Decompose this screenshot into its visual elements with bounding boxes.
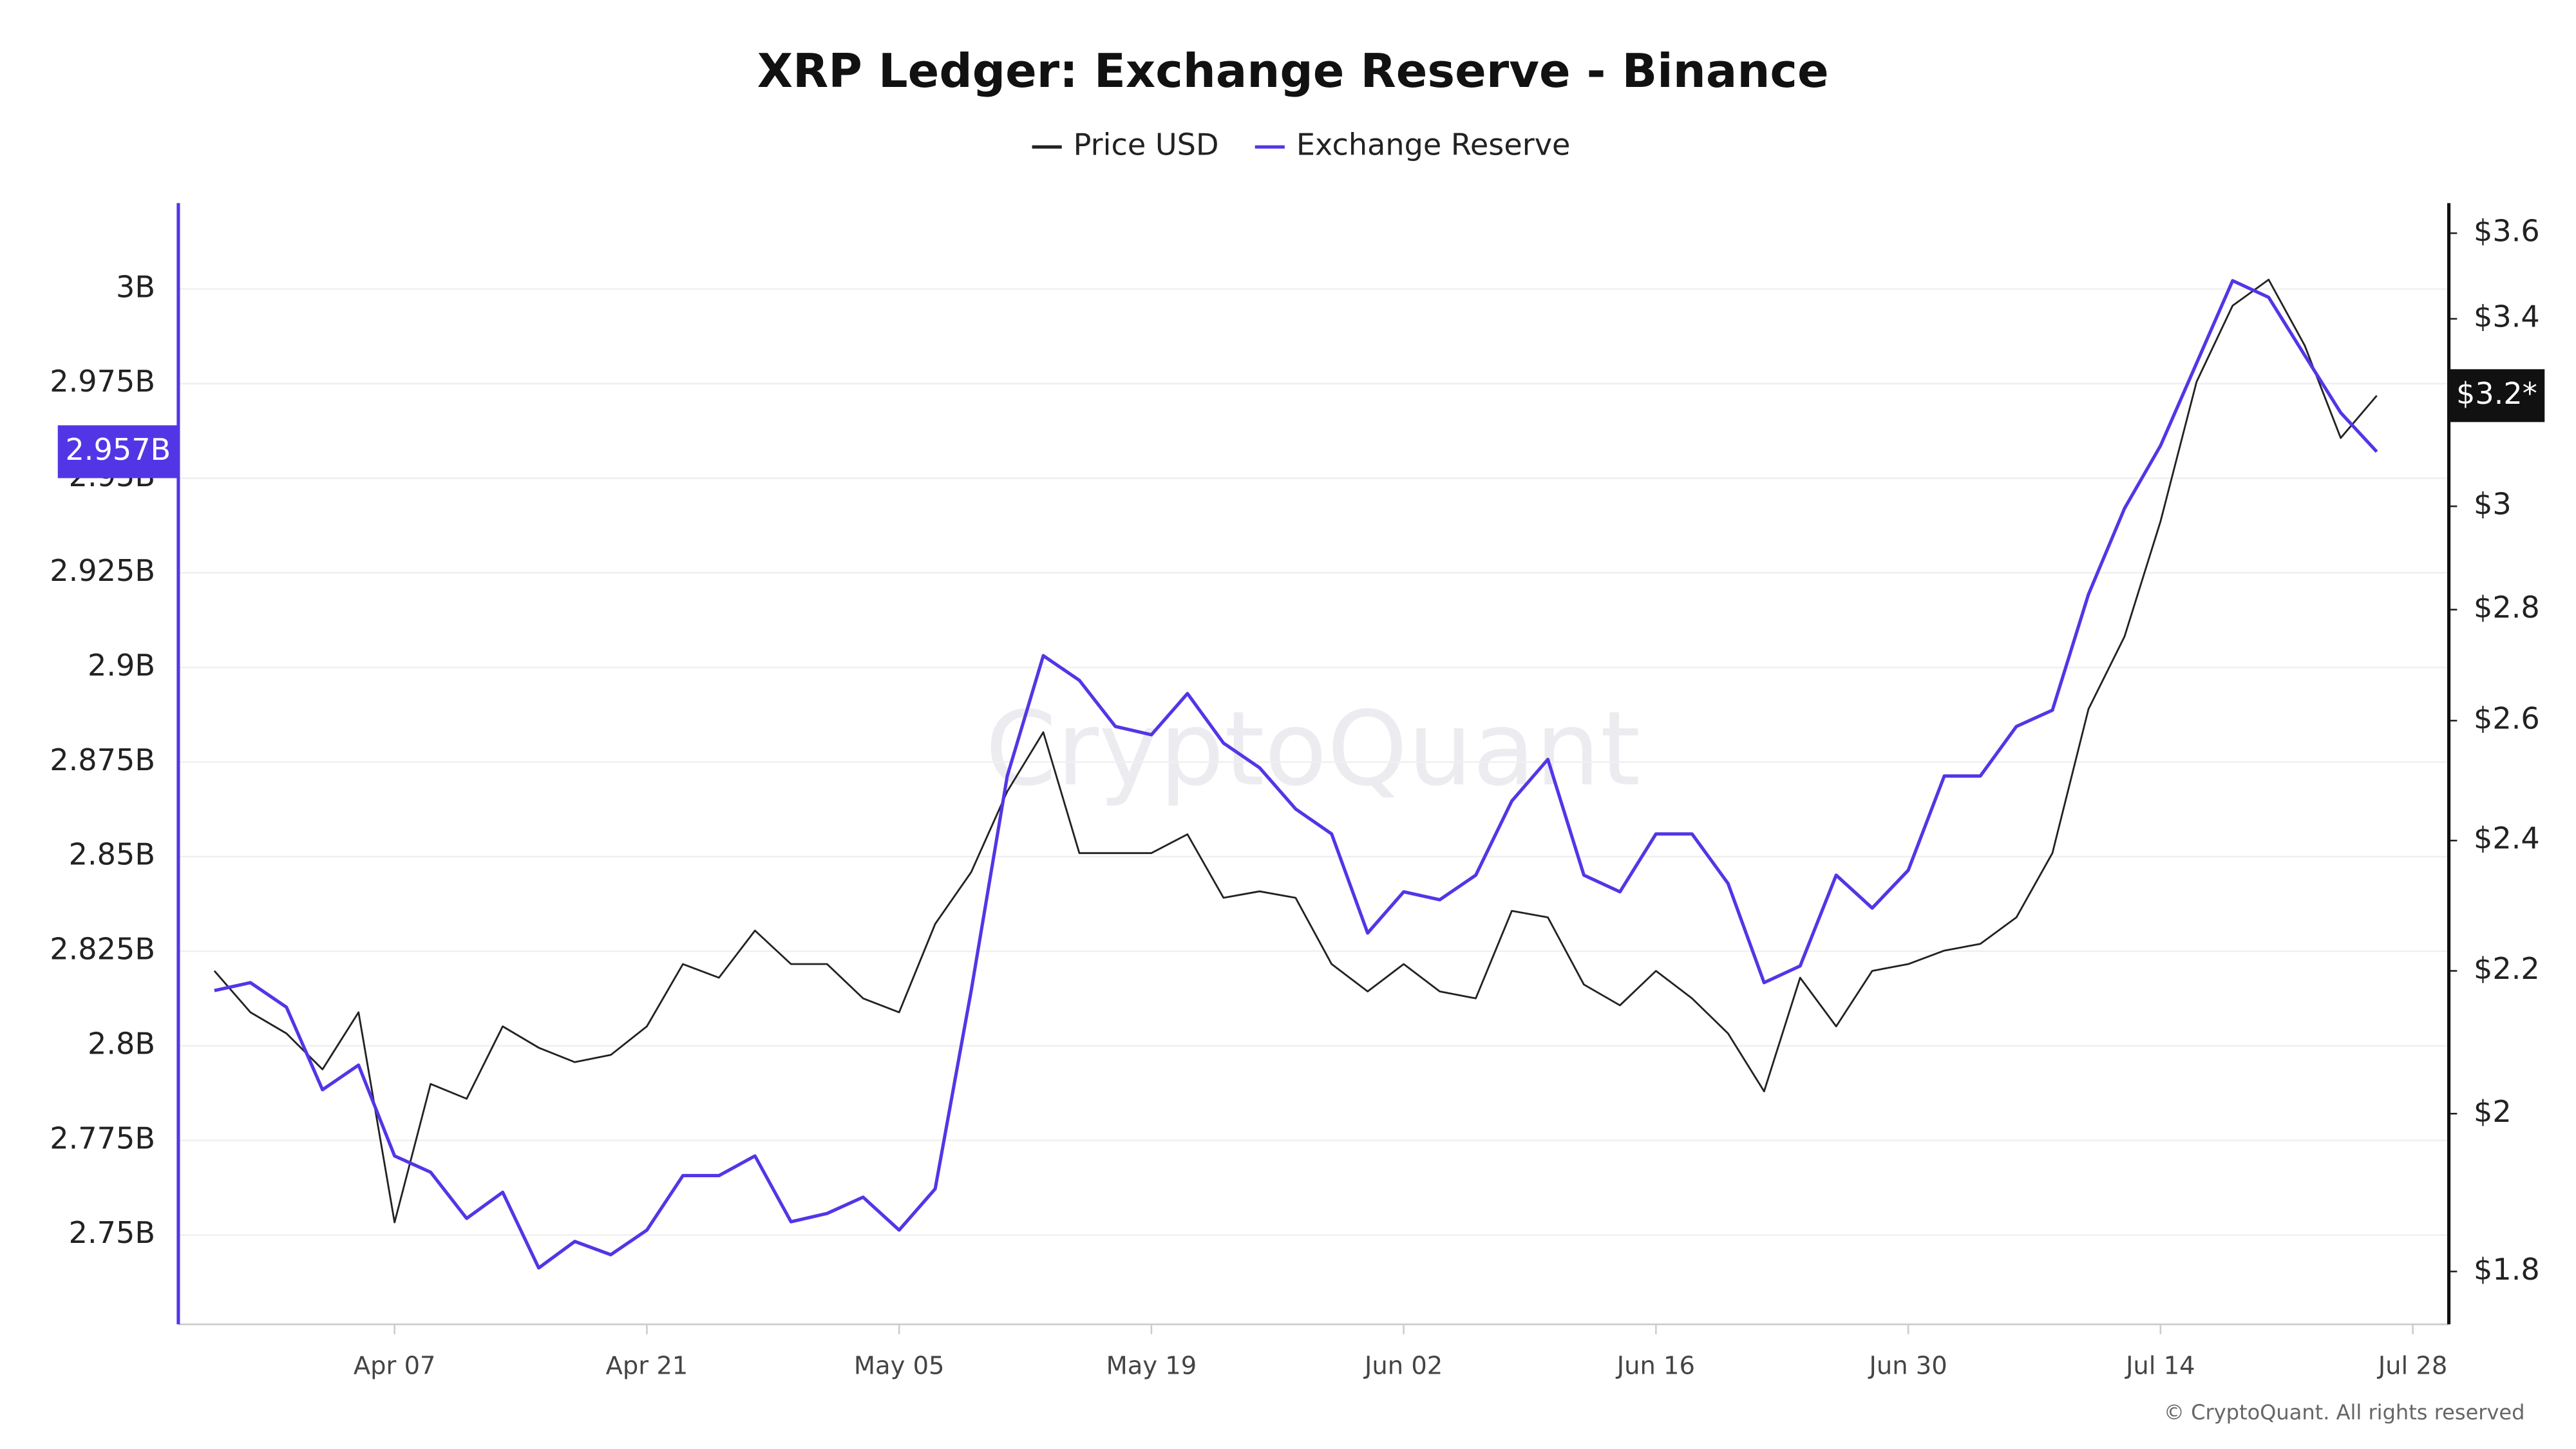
y-tick-label: 2.75B [69, 1215, 155, 1250]
x-tick-label: Apr 07 [354, 1352, 436, 1381]
current-badge [2448, 369, 2545, 422]
y2-tick-label: $1.8 [2474, 1252, 2540, 1287]
current-label: 2.957B [65, 432, 171, 467]
y2-tick-label: $2.8 [2474, 590, 2540, 625]
current-badge [57, 425, 178, 478]
legend-label: Exchange Reserve [1296, 128, 1571, 162]
y2-tick-label: $2.4 [2474, 821, 2540, 856]
y2-tick-label: $3.4 [2474, 299, 2540, 334]
y-tick-label: 2.875B [50, 743, 155, 777]
y-tick-label: 2.925B [50, 553, 155, 588]
series-line [214, 279, 2378, 1270]
chart-title: XRP Ledger: Exchange Reserve - Binance [757, 44, 1829, 98]
watermark: CryptoQuant [985, 690, 1640, 809]
x-tick-label: Jun 16 [1616, 1352, 1695, 1381]
x-tick-label: Jul 14 [2125, 1352, 2195, 1381]
series-line [213, 278, 2378, 1224]
y-tick-label: 2.775B [50, 1121, 155, 1155]
y2-tick-label: $2 [2474, 1094, 2512, 1129]
x-tick-label: Jul 28 [2377, 1352, 2448, 1381]
y2-tick-label: $2.6 [2474, 701, 2540, 736]
y-tick-label: 2.825B [50, 932, 155, 967]
y-tick-label: 3B [116, 269, 155, 304]
copyright: © CryptoQuant. All rights reserved [2164, 1400, 2525, 1425]
current-label: $3.2* [2456, 376, 2537, 411]
x-tick-label: May 19 [1106, 1352, 1197, 1381]
y2-tick-label: $3.6 [2474, 214, 2540, 249]
x-tick-label: Apr 21 [606, 1352, 688, 1381]
y-tick-label: 2.85B [69, 837, 155, 872]
x-tick-label: Jun 30 [1868, 1352, 1947, 1381]
y-tick-label: 2.975B [50, 364, 155, 399]
x-tick-label: Jun 02 [1363, 1352, 1443, 1381]
y-tick-label: 2.8B [88, 1026, 155, 1061]
y-tick-label: 2.9B [88, 648, 155, 683]
legend-label: Price USD [1074, 128, 1219, 162]
x-tick-label: May 05 [854, 1352, 945, 1381]
y2-tick-label: $2.2 [2474, 951, 2540, 986]
y2-tick-label: $3 [2474, 487, 2512, 522]
